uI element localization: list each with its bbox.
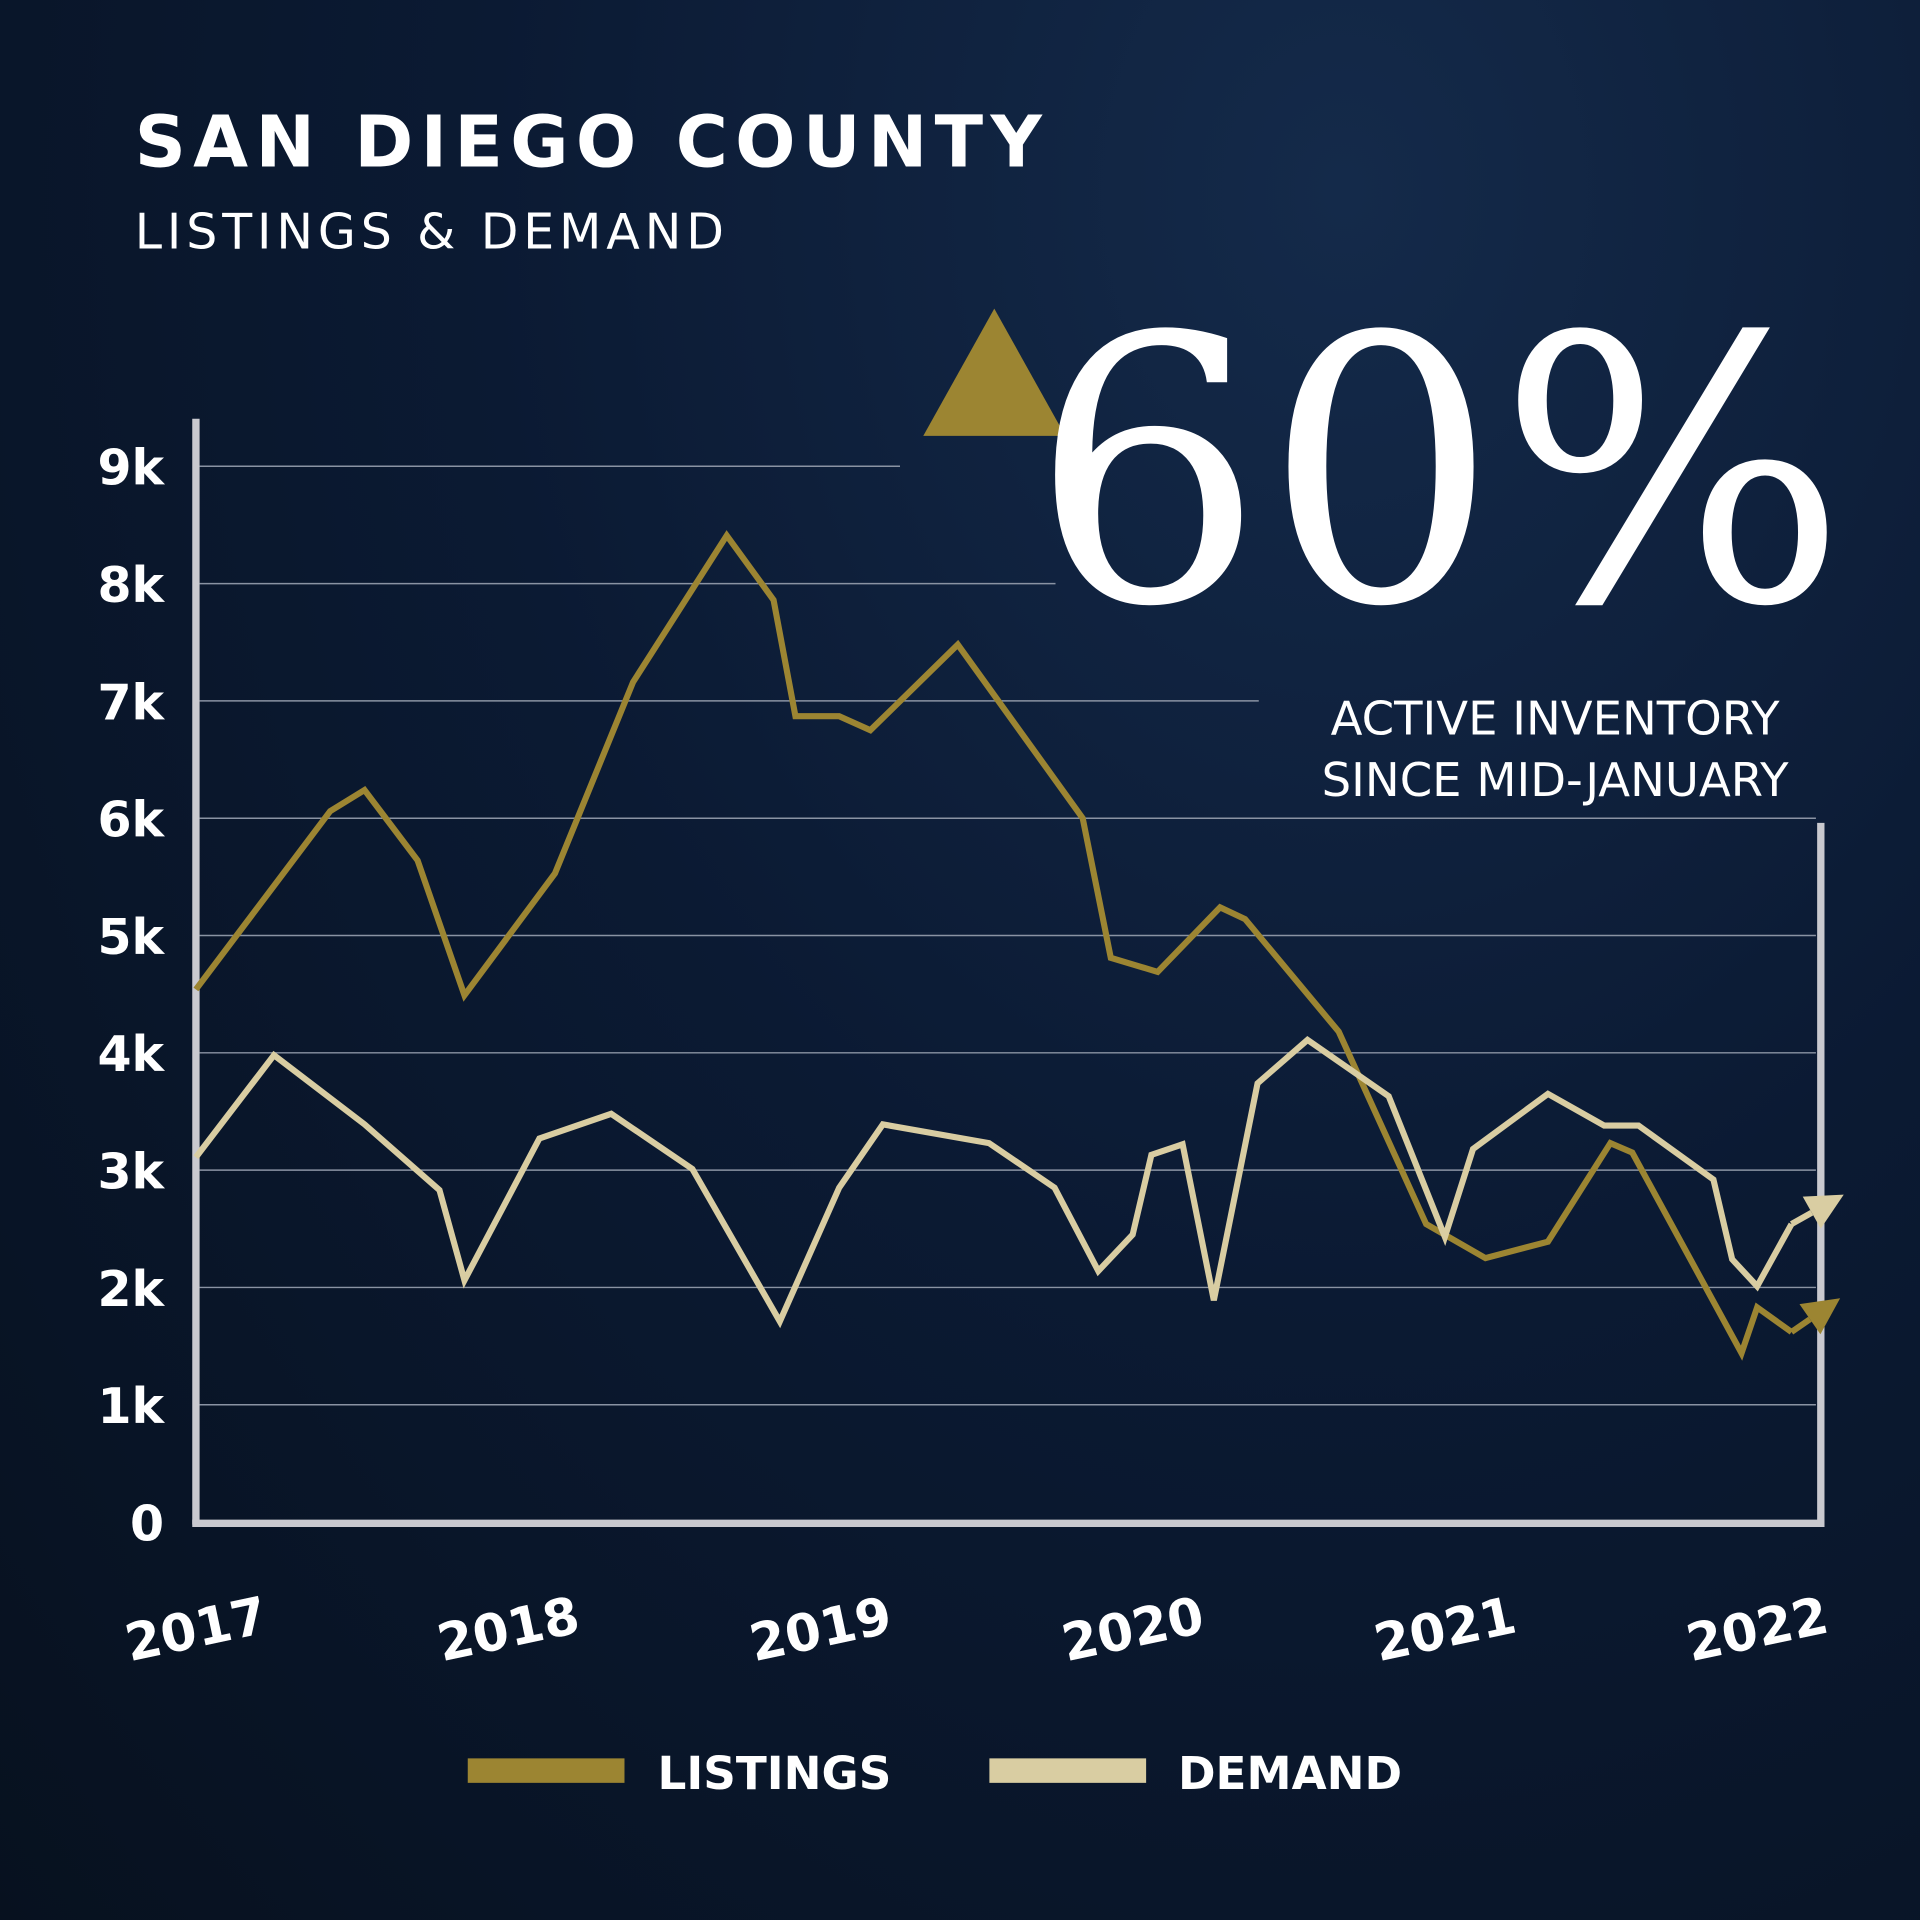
x-axis-ticks: 2017 2018 2019 2020 2021 2022: [120, 1586, 1834, 1674]
legend-swatch-listings: [467, 1758, 625, 1783]
y-tick-label: 0: [130, 1495, 164, 1552]
arrowhead-icon: [1802, 1194, 1844, 1229]
y-tick-label: 2k: [97, 1261, 165, 1318]
chart-subtitle: LISTINGS & DEMAND: [135, 204, 729, 261]
series-line-listings: [193, 530, 1794, 1361]
up-triangle-icon: [923, 308, 1066, 436]
y-tick-label: 1k: [97, 1378, 165, 1435]
y-tick-label: 5k: [97, 909, 165, 966]
x-tick-label: 2022: [1681, 1586, 1833, 1674]
legend-swatch-demand: [989, 1758, 1147, 1783]
arrowhead-icon: [1799, 1298, 1841, 1335]
x-tick-label: 2017: [120, 1586, 272, 1674]
series-lines: [193, 530, 1844, 1361]
y-tick-label: 4k: [97, 1026, 165, 1083]
series-arrow-shaft: [1789, 1316, 1812, 1335]
legend-label-listings: LISTINGS: [658, 1747, 892, 1800]
y-tick-label: 8k: [97, 557, 165, 614]
y-tick-label: 6k: [97, 792, 165, 849]
y-tick-label: 3k: [97, 1143, 165, 1200]
series-line-demand: [193, 1036, 1795, 1329]
x-tick-label: 2019: [744, 1586, 896, 1674]
legend-label-demand: DEMAND: [1178, 1747, 1402, 1800]
x-tick-label: 2021: [1369, 1586, 1521, 1674]
x-tick-label: 2020: [1057, 1586, 1209, 1674]
x-tick-label: 2018: [432, 1586, 584, 1674]
gridlines: [199, 465, 1816, 1406]
annotation-line1: ACTIVE INVENTORY: [1331, 692, 1781, 746]
y-tick-label: 7k: [97, 674, 165, 731]
y-axis-ticks: 0 1k 2k 3k 4k 5k 6k 7k 8k 9k: [97, 440, 165, 1553]
y-tick-label: 9k: [97, 440, 165, 497]
annotation-line2: SINCE MID-JANUARY: [1322, 753, 1789, 807]
chart-title: SAN DIEGO COUNTY: [135, 101, 1050, 184]
annotation-value: 60%: [1031, 259, 1847, 687]
series-arrow-shaft: [1789, 1210, 1814, 1227]
